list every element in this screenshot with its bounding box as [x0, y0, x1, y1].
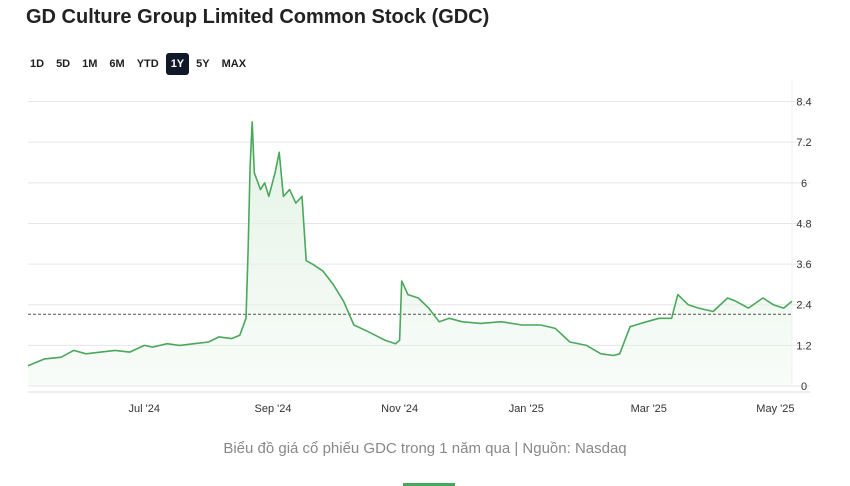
x-tick-label: Jul '24	[129, 403, 160, 415]
x-tick-label: Sep '24	[254, 403, 291, 415]
price-line	[27, 121, 793, 367]
chart-caption: Biểu đồ giá cổ phiếu GDC trong 1 năm qua…	[223, 440, 627, 457]
range-button-6m[interactable]: 6M	[104, 53, 129, 75]
range-button-1d[interactable]: 1D	[25, 53, 49, 75]
x-tick-label: Jan '25	[509, 403, 544, 415]
y-tick-label: 1.2	[796, 340, 811, 352]
range-button-ytd[interactable]: YTD	[132, 53, 164, 75]
time-range-selector: 1D 5D 1M 6M YTD 1Y 5Y MAX	[25, 53, 251, 75]
y-tick-label: 0	[801, 381, 807, 393]
range-button-5d[interactable]: 5D	[51, 53, 75, 75]
y-tick-label: 6	[801, 178, 807, 190]
range-button-1y[interactable]: 1Y	[165, 53, 190, 75]
range-button-5y[interactable]: 5Y	[191, 53, 214, 75]
y-tick-label: 7.2	[796, 137, 811, 149]
y-tick-label: 8.4	[796, 97, 811, 109]
y-tick-label: 3.6	[796, 259, 811, 271]
caption-underline	[403, 483, 455, 486]
range-button-max[interactable]: MAX	[217, 53, 251, 75]
page-title: GD Culture Group Limited Common Stock (G…	[26, 6, 490, 28]
price-chart[interactable]: 0 1.2 2.4 3.6 4.8 6 7.2 8.4 Jul '24 Sep '24 Nov '2…	[0, 80, 850, 425]
x-tick-label: May '25	[756, 403, 794, 415]
range-button-1m[interactable]: 1M	[77, 53, 102, 75]
price-area	[28, 121, 792, 387]
x-tick-label: Mar '25	[631, 403, 667, 415]
y-tick-label: 2.4	[796, 300, 811, 312]
x-tick-label: Nov '24	[381, 403, 418, 415]
y-tick-label: 4.8	[796, 218, 811, 230]
